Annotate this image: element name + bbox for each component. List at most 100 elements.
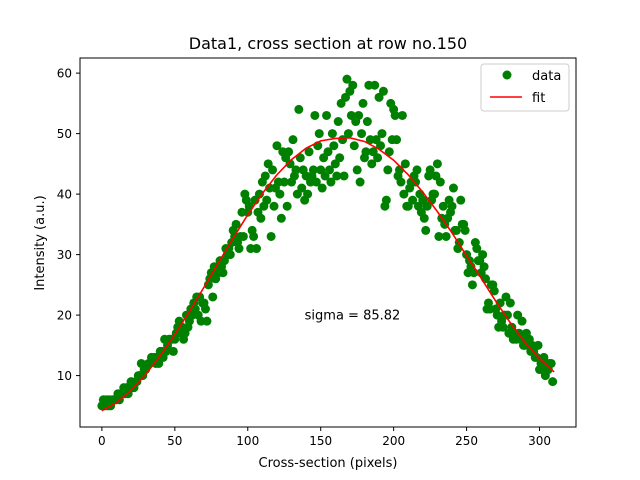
data-point-198	[390, 110, 400, 120]
data-point-203	[397, 110, 407, 120]
y-tick-label-30: 30	[57, 248, 72, 262]
data-point-152	[323, 147, 333, 157]
data-point-124	[282, 201, 292, 211]
data-point-205	[400, 159, 410, 169]
data-point-229	[435, 177, 445, 187]
data-point-233	[441, 231, 451, 241]
data-point-106	[256, 213, 266, 223]
data-point-186	[373, 153, 383, 163]
data-point-173	[354, 110, 364, 120]
data-point-240	[451, 225, 461, 235]
plot-area	[79, 57, 577, 428]
data-point-46	[168, 346, 178, 356]
data-point-125	[284, 147, 294, 157]
data-point-189	[377, 129, 387, 139]
data-point-110	[262, 195, 272, 205]
data-point-132	[294, 104, 304, 114]
data-point-305	[546, 358, 556, 368]
data-point-134	[297, 183, 307, 193]
data-point-246	[460, 225, 470, 235]
legend: data fit	[480, 63, 570, 112]
data-point-156	[329, 141, 339, 151]
data-point-148	[317, 183, 327, 193]
data-point-266	[489, 286, 499, 296]
data-point-296	[533, 340, 543, 350]
x-axis-label: Cross-section (pixels)	[259, 456, 398, 471]
data-point-158	[332, 171, 342, 181]
chart-title: Data1, cross section at row no.150	[189, 34, 467, 53]
legend-data-label: data	[532, 69, 561, 84]
data-point-213	[412, 165, 422, 175]
data-point-193	[383, 165, 393, 175]
legend-data-marker	[502, 70, 512, 80]
data-point-178	[361, 147, 371, 157]
y-axis-ticks: 10 20 30 40 50 60	[57, 67, 80, 383]
x-axis-ticks: 0 50 100 150 200 250 300	[98, 427, 551, 448]
data-point-259	[479, 262, 489, 272]
data-point-155	[327, 129, 337, 139]
data-point-275	[502, 310, 512, 320]
data-point-227	[432, 159, 442, 169]
x-tick-label-300: 300	[528, 434, 551, 448]
fit-curve	[101, 137, 555, 412]
data-point-243	[456, 195, 466, 205]
y-axis-label: Intensity (a.u.)	[33, 195, 48, 290]
x-tick-label-250: 250	[455, 434, 478, 448]
data-point-170	[349, 141, 359, 151]
data-point-160	[335, 153, 345, 163]
data-point-143	[310, 110, 320, 120]
axes-frame	[79, 57, 577, 428]
data-point-188	[376, 141, 386, 151]
data-point-169	[348, 80, 358, 90]
data-point-85	[225, 250, 235, 260]
data-point-202	[396, 177, 406, 187]
data-point-175	[357, 129, 367, 139]
data-point-179	[362, 117, 372, 127]
data-point-114	[268, 165, 278, 175]
data-point-163	[339, 171, 349, 181]
data-point-91	[234, 244, 244, 254]
y-tick-label-40: 40	[57, 188, 72, 202]
data-point-231	[438, 201, 448, 211]
data-point-139	[304, 147, 314, 157]
data-point-142	[308, 165, 318, 175]
legend-fit-label: fit	[532, 91, 545, 106]
data-point-251	[467, 280, 477, 290]
sigma-annotation: sigma = 85.82	[305, 309, 401, 324]
data-point-165	[342, 74, 352, 84]
data-point-254	[472, 244, 482, 254]
data-marks	[97, 74, 558, 412]
data-point-126	[285, 159, 295, 169]
data-point-133	[295, 153, 305, 163]
data-point-204	[399, 189, 409, 199]
data-point-219	[421, 225, 431, 235]
y-tick-label-60: 60	[57, 67, 72, 81]
x-tick-label-100: 100	[236, 434, 259, 448]
data-point-128	[288, 135, 298, 145]
data-point-153	[324, 165, 334, 175]
data-point-68	[200, 304, 210, 314]
data-point-94	[238, 231, 248, 241]
data-point-199	[392, 135, 402, 145]
data-point-144	[311, 177, 321, 187]
y-tick-label-50: 50	[57, 127, 72, 141]
data-point-190	[378, 86, 388, 96]
data-point-130	[291, 165, 301, 175]
data-point-73	[208, 292, 218, 302]
data-point-225	[429, 189, 439, 199]
y-tick-label-20: 20	[57, 309, 72, 323]
data-point-306	[548, 377, 558, 387]
data-point-113	[266, 231, 276, 241]
data-point-222	[425, 165, 435, 175]
data-point-151	[322, 110, 332, 120]
data-point-146	[314, 129, 324, 139]
data-point-117	[272, 141, 282, 151]
x-tick-label-50: 50	[167, 434, 182, 448]
data-point-138	[303, 189, 313, 199]
data-point-238	[448, 183, 458, 193]
data-point-277	[505, 298, 515, 308]
data-point-105	[254, 189, 264, 199]
data-point-192	[381, 195, 391, 205]
data-point-176	[358, 98, 368, 108]
